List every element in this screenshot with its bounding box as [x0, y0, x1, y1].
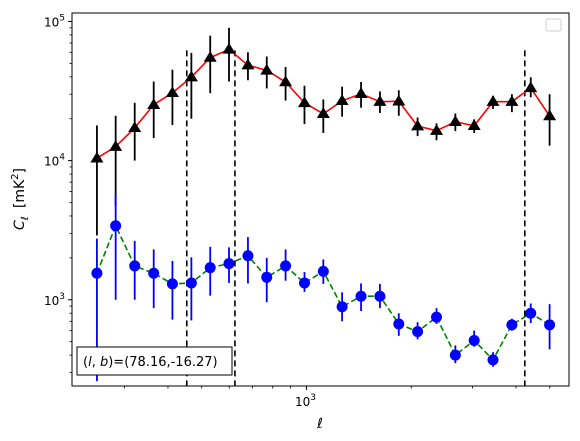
circle-marker: [506, 319, 518, 331]
triangle-marker: [241, 58, 255, 70]
circle-marker: [544, 319, 556, 331]
triangle-marker: [411, 119, 425, 131]
y-tick-label: 104: [44, 153, 65, 169]
circle-marker: [223, 258, 235, 270]
circle-marker: [336, 301, 348, 313]
series-2: [91, 193, 556, 382]
triangle-marker: [222, 42, 236, 54]
vertical-lines: [185, 50, 526, 386]
x-tick-label: 103: [295, 393, 316, 409]
y-axis-label: Cℓ[mK2]: [10, 168, 31, 230]
circle-marker: [525, 307, 537, 319]
circle-marker: [449, 349, 461, 361]
circle-marker: [317, 265, 329, 277]
triangle-marker: [109, 140, 123, 151]
legend-box: [545, 18, 562, 32]
series-layer: [90, 27, 557, 382]
triangle-marker: [448, 115, 462, 127]
circle-marker: [129, 260, 141, 272]
triangle-marker: [165, 86, 179, 98]
circle-marker: [91, 267, 103, 279]
series-1: [90, 27, 557, 236]
svg-text:Cℓ[mK2]: Cℓ[mK2]: [10, 168, 31, 230]
circle-marker: [242, 250, 254, 262]
circle-marker: [298, 277, 310, 289]
triangle-marker: [373, 95, 387, 106]
triangle-marker: [505, 95, 519, 106]
triangle-marker: [316, 107, 330, 119]
triangle-marker: [354, 87, 368, 99]
circle-marker: [431, 311, 443, 323]
x-axis-label: ℓ: [316, 416, 323, 432]
circle-marker: [355, 290, 367, 302]
circle-marker: [280, 260, 292, 272]
triangle-marker: [203, 51, 217, 62]
triangle-marker: [430, 124, 444, 135]
triangle-marker: [128, 121, 142, 133]
triangle-marker: [467, 119, 481, 130]
triangle-marker: [90, 151, 104, 163]
circle-marker: [487, 354, 499, 366]
plot-frame: [71, 12, 570, 387]
plot-area: [72, 13, 569, 386]
annotation-box: [76, 346, 233, 376]
triangle-marker: [297, 96, 311, 108]
triangle-marker: [524, 81, 538, 93]
circle-marker: [166, 278, 178, 290]
circle-marker: [204, 262, 216, 274]
circle-marker: [374, 290, 386, 302]
triangle-marker: [543, 109, 557, 121]
circle-marker: [148, 267, 160, 279]
circle-marker: [412, 326, 424, 338]
annotation-text: (l, b)=(78.16,-16.27): [83, 355, 218, 370]
axis-ticks: 103 103 104 105: [44, 13, 551, 409]
circle-marker: [468, 334, 480, 346]
triangle-marker: [335, 94, 349, 106]
triangle-marker: [279, 75, 293, 87]
circle-marker: [393, 318, 405, 330]
circle-marker: [261, 271, 273, 283]
triangle-marker: [392, 94, 406, 106]
annotation: (l, b)=(78.16,-16.27): [76, 346, 233, 376]
y-tick-label: 103: [44, 292, 65, 308]
triangle-marker: [147, 98, 161, 109]
circle-marker: [110, 220, 122, 232]
triangle-marker: [184, 70, 198, 82]
y-tick-label: 105: [44, 13, 65, 29]
triangle-marker: [260, 63, 274, 75]
triangle-marker: [486, 95, 500, 106]
circle-marker: [185, 277, 197, 289]
